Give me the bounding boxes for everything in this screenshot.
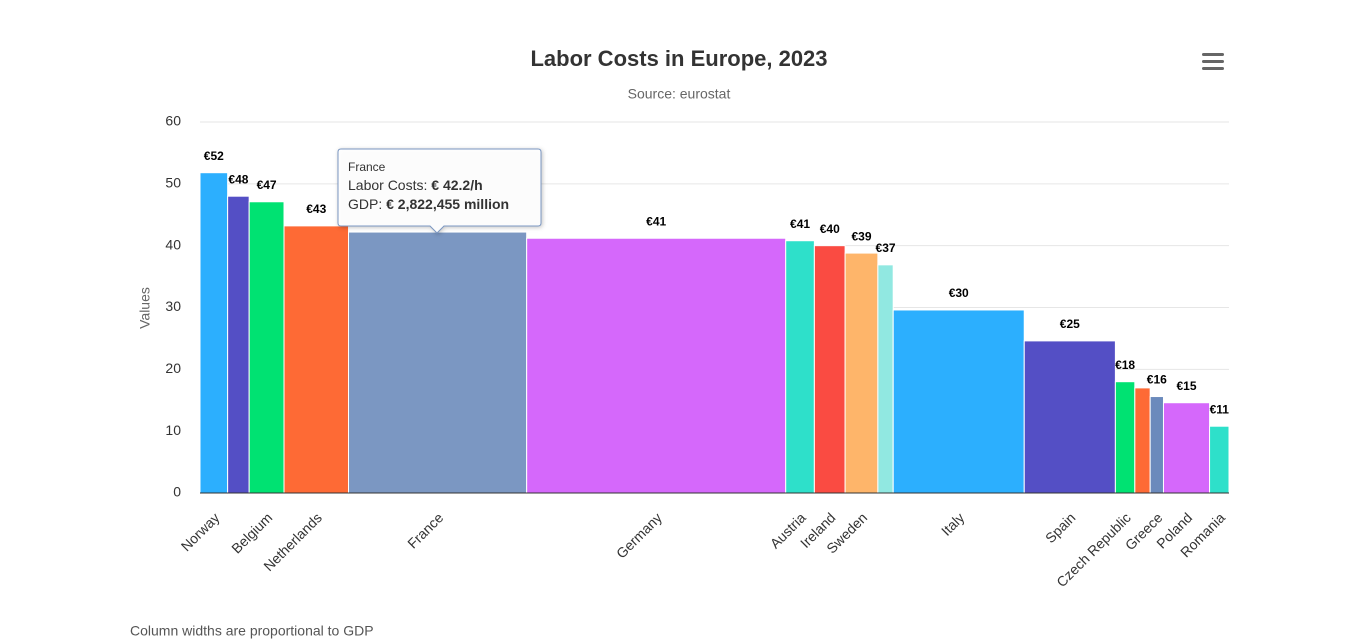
- y-tick-label: 10: [165, 422, 181, 438]
- x-tick-label: Italy: [938, 509, 967, 538]
- y-tick-label: 60: [165, 113, 181, 129]
- data-label: €41: [790, 217, 810, 231]
- bar: [1134, 387, 1151, 494]
- data-label: €15: [1177, 379, 1197, 393]
- bar: [785, 240, 815, 494]
- bar: [1114, 381, 1136, 494]
- y-tick-label: 30: [165, 298, 181, 314]
- tooltip-label: GDP:: [348, 196, 386, 212]
- y-tick-label: 20: [165, 360, 181, 376]
- bar: [348, 231, 528, 494]
- data-label: €37: [876, 241, 896, 255]
- data-label: €43: [306, 202, 326, 216]
- x-tick-label: France: [404, 509, 446, 551]
- x-tick-label: Germany: [613, 509, 665, 561]
- bar: [877, 264, 894, 494]
- tooltip-value: € 2,822,455 million: [386, 196, 509, 212]
- y-tick-label: 0: [173, 484, 181, 500]
- y-axis-title: Values: [137, 287, 153, 329]
- data-label: €47: [257, 178, 277, 192]
- data-label: €25: [1060, 317, 1080, 331]
- bar: [248, 201, 285, 494]
- y-tick-label: 40: [165, 236, 181, 252]
- menu-bar: [1202, 60, 1224, 63]
- data-label: €40: [820, 222, 840, 236]
- bar: [892, 309, 1025, 494]
- bar: [1162, 402, 1211, 494]
- tooltip-box: [337, 148, 542, 234]
- menu-bar: [1202, 53, 1224, 56]
- tooltip-row: GDP: € 2,822,455 million: [348, 196, 509, 212]
- tooltip-label: Labor Costs:: [348, 177, 431, 193]
- y-tick-label: 50: [165, 175, 181, 191]
- bar: [813, 245, 846, 494]
- tooltip-row: Labor Costs: € 42.2/h: [348, 177, 483, 193]
- tooltip: France Labor Costs: € 42.2/h GDP: € 2,82…: [337, 148, 542, 234]
- chart-subtitle: Source: eurostat: [628, 86, 731, 102]
- x-tick-label: Norway: [178, 509, 223, 554]
- bar: [1023, 340, 1116, 494]
- data-label: €39: [851, 229, 871, 243]
- data-label: €52: [204, 149, 224, 163]
- bar: [227, 195, 250, 494]
- x-tick-label: Belgium: [228, 509, 275, 556]
- x-tick-label: Spain: [1042, 509, 1079, 546]
- data-label: €48: [228, 172, 248, 186]
- tooltip-value: € 42.2/h: [431, 177, 482, 193]
- data-label: €41: [646, 214, 666, 228]
- data-label: €30: [949, 286, 969, 300]
- data-label: €16: [1147, 373, 1167, 387]
- bar: [1209, 425, 1230, 494]
- menu-button[interactable]: [1202, 53, 1224, 70]
- bar: [283, 225, 350, 494]
- tooltip-title: France: [348, 160, 386, 174]
- bar: [199, 172, 229, 494]
- chart-title: Labor Costs in Europe, 2023: [530, 46, 827, 71]
- bar: [1149, 396, 1164, 494]
- bar: [844, 252, 879, 494]
- data-label: €11: [1210, 402, 1230, 416]
- bar: [526, 237, 787, 494]
- menu-bar: [1202, 67, 1224, 70]
- caption: Column widths are proportional to GDP: [130, 623, 374, 639]
- data-label: €18: [1115, 358, 1135, 372]
